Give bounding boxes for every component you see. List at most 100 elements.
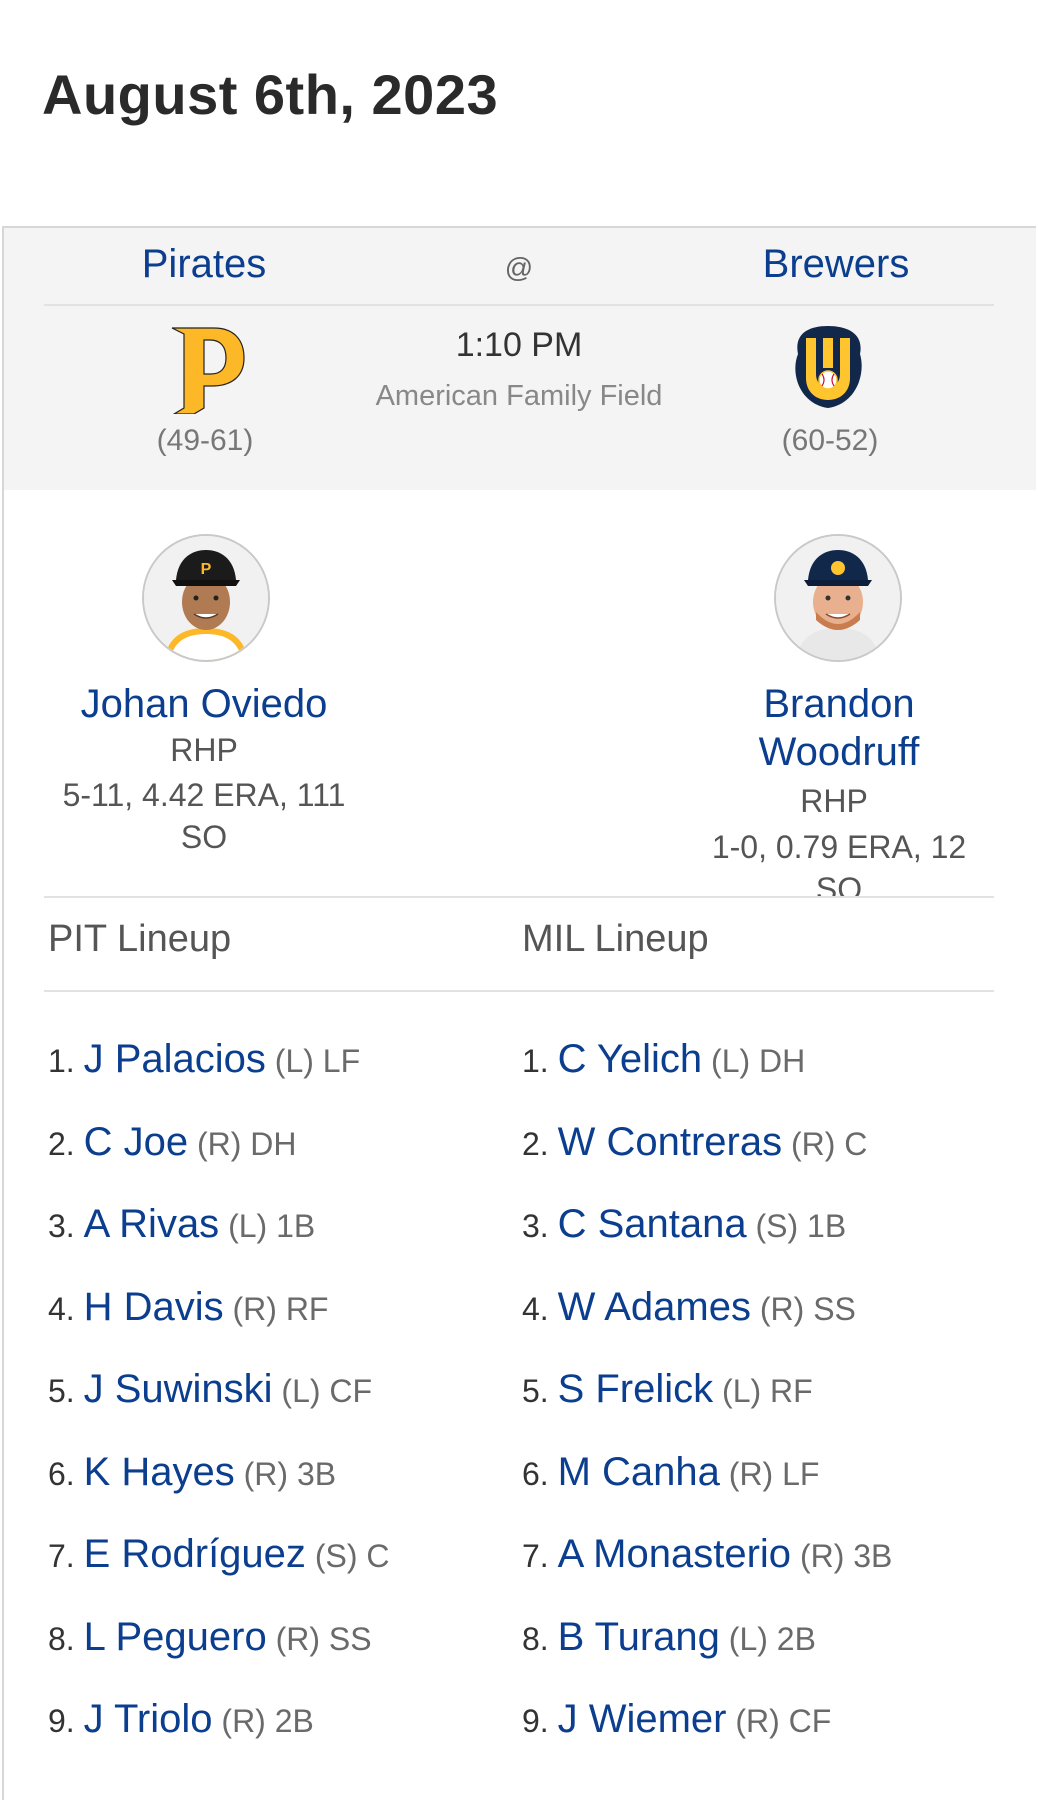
home-pitcher-role: RHP [800,783,868,819]
player-hand-position: (R) SS [275,1620,372,1657]
lineup-row: 9. J Triolo (R) 2B [48,1694,389,1777]
player-hand-position: (L) LF [274,1043,361,1079]
divider [44,896,994,898]
player-hand-position: (R) DH [196,1125,297,1162]
player-link[interactable]: S Frelick [557,1367,714,1411]
lineup-row: 6. M Canha (R) LF [522,1447,892,1530]
batting-order: 8. [48,1620,75,1657]
player-hand-position: (S) C [314,1538,390,1574]
venue-name: American Family Field [375,380,663,412]
home-pitcher-avatar[interactable] [774,534,902,662]
away-lineup-title: PIT Lineup [48,918,232,960]
away-pitcher-name-link[interactable]: Johan Oviedo [80,682,328,726]
player-link[interactable]: A Rivas [83,1202,220,1246]
lineup-row: 3. A Rivas (L) 1B [48,1199,389,1282]
player-hand-position: (L) RF [722,1373,813,1409]
batting-order: 1. [522,1043,549,1079]
player-link[interactable]: J Wiemer [557,1697,727,1741]
game-card: Pirates @ Brewers 1:10 PM American Famil… [2,226,1036,1800]
away-team-link[interactable]: Pirates [141,242,267,286]
player-link[interactable]: E Rodríguez [83,1532,306,1576]
player-link[interactable]: C Yelich [557,1037,703,1081]
batting-order: 3. [48,1208,75,1244]
player-link[interactable]: A Monasterio [557,1532,792,1576]
lineup-row: 7. E Rodríguez (S) C [48,1529,389,1612]
batting-order: 9. [522,1703,549,1739]
player-hand-position: (L) CF [281,1373,373,1409]
away-lineup-list: 1. J Palacios (L) LF 2. C Joe (R) DH 3. … [48,1034,389,1777]
batting-order: 2. [522,1125,549,1162]
player-hand-position: (L) 2B [728,1620,816,1657]
player-hand-position: (R) C [790,1125,868,1162]
lineup-row: 4. H Davis (R) RF [48,1282,389,1365]
player-link[interactable]: W Adames [557,1284,751,1329]
away-pitcher-avatar[interactable]: P [142,534,270,662]
player-hand-position: (R) SS [759,1290,856,1327]
lineup-row: 8. B Turang (L) 2B [522,1612,892,1695]
player-hand-position: (L) 1B [228,1208,316,1244]
player-link[interactable]: J Palacios [83,1037,266,1081]
lineup-row: 1. J Palacios (L) LF [48,1034,389,1117]
home-lineup-list: 1. C Yelich (L) DH 2. W Contreras (R) C … [522,1034,892,1777]
batting-order: 9. [48,1703,75,1739]
lineup-row: 3. C Santana (S) 1B [522,1199,892,1282]
divider [44,304,994,306]
player-link[interactable]: J Suwinski [83,1367,273,1411]
pirates-p-logo-icon[interactable] [164,324,248,415]
lineup-row: 8. L Peguero (R) SS [48,1612,389,1695]
player-hand-position: (R) RF [232,1290,329,1327]
lineup-row: 4. W Adames (R) SS [522,1282,892,1365]
player-hand-position: (R) 3B [243,1455,337,1492]
svg-text:P: P [201,561,212,578]
home-pitcher-stats: 1-0, 0.79 ERA, 12 SO [711,829,967,898]
matchup-header: Pirates @ Brewers 1:10 PM American Famil… [4,228,1036,490]
batting-order: 6. [522,1455,549,1492]
page-title: August 6th, 2023 [42,63,499,126]
player-hand-position: (S) 1B [755,1208,847,1244]
batting-order: 4. [522,1290,549,1327]
divider [44,990,994,992]
lineup-row: 7. A Monasterio (R) 3B [522,1529,892,1612]
batting-order: 7. [522,1538,549,1574]
away-team-record: (49-61) [156,424,254,457]
player-link[interactable]: H Davis [83,1284,224,1329]
home-team-record: (60-52) [781,424,879,457]
home-pitcher-name-link[interactable]: Brandon Woodruff [758,682,920,774]
home-team-link[interactable]: Brewers [762,242,910,286]
lineup-row: 5. J Suwinski (L) CF [48,1364,389,1447]
player-link[interactable]: K Hayes [83,1449,235,1494]
game-time: 1:10 PM [455,326,583,364]
lineup-row: 2. W Contreras (R) C [522,1117,892,1200]
batting-order: 4. [48,1290,75,1327]
batting-order: 6. [48,1455,75,1492]
at-sign: @ [504,252,534,283]
player-link[interactable]: J Triolo [83,1697,213,1741]
away-pitcher-role: RHP [170,732,238,768]
player-link[interactable]: C Joe [83,1119,189,1164]
player-link[interactable]: M Canha [557,1449,720,1494]
player-hand-position: (L) DH [711,1043,806,1079]
batting-order: 8. [522,1620,549,1657]
player-hand-position: (R) CF [735,1703,832,1739]
lineup-row: 5. S Frelick (L) RF [522,1364,892,1447]
batting-order: 7. [48,1538,75,1574]
batting-order: 3. [522,1208,549,1244]
brewers-glove-logo-icon[interactable] [786,324,870,414]
player-hand-position: (R) 3B [799,1538,893,1574]
player-hand-position: (R) 2B [221,1703,314,1739]
batting-order: 1. [48,1043,75,1079]
player-hand-position: (R) LF [728,1455,820,1492]
player-link[interactable]: C Santana [557,1202,747,1246]
batting-order: 5. [48,1373,75,1409]
player-link[interactable]: L Peguero [83,1614,267,1659]
home-lineup-title: MIL Lineup [522,918,709,960]
batting-order: 5. [522,1373,549,1409]
lineup-row: 6. K Hayes (R) 3B [48,1447,389,1530]
batting-order: 2. [48,1125,75,1162]
lineup-row: 2. C Joe (R) DH [48,1117,389,1200]
player-link[interactable]: B Turang [557,1614,720,1659]
lineup-row: 1. C Yelich (L) DH [522,1034,892,1117]
lineup-row: 9. J Wiemer (R) CF [522,1694,892,1777]
player-link[interactable]: W Contreras [557,1119,783,1164]
away-pitcher-stats: 5-11, 4.42 ERA, 111 SO [62,777,346,855]
